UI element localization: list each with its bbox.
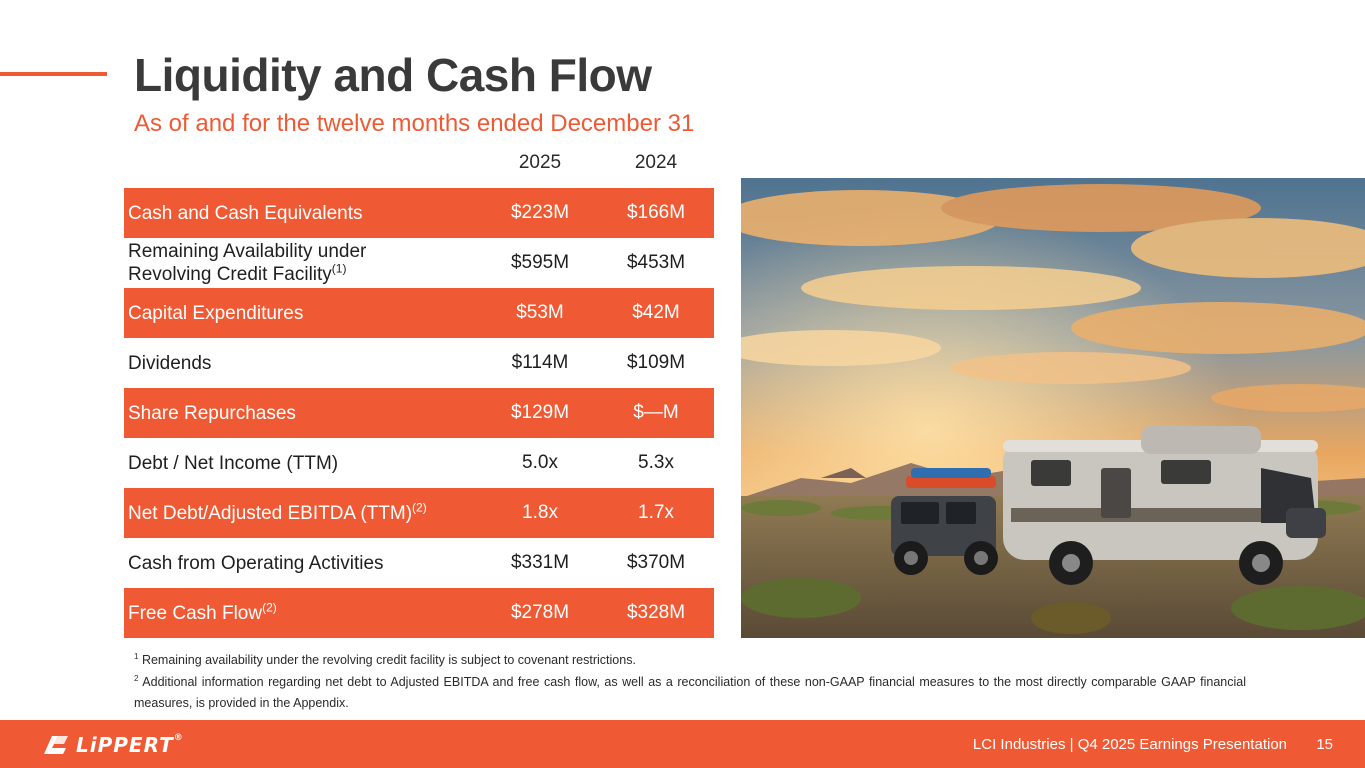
row-label-text: Net Debt/Adjusted EBITDA (TTM) [128, 502, 413, 524]
value-2024: $166M [626, 202, 686, 223]
rv-motorhome [1003, 426, 1326, 585]
value-2024: $370M [626, 552, 686, 573]
row-label: Share Repurchases [128, 402, 296, 424]
title-accent-line [0, 72, 107, 76]
footnote-2: 2 Additional information regarding net d… [134, 672, 1246, 714]
rv-desert-sunset-photo [741, 178, 1365, 638]
footnote-text: Additional information regarding net deb… [134, 675, 1246, 710]
footnote-ref: (1) [331, 261, 347, 276]
value-2024: $—M [633, 402, 679, 423]
table-row: Cash and Cash Equivalents $223M $166M [124, 188, 714, 238]
presentation-title: LCI Industries | Q4 2025 Earnings Presen… [972, 736, 1287, 753]
row-label: Dividends [128, 352, 212, 374]
value-2025: $595M [510, 252, 570, 273]
liquidity-table: Cash and Cash Equivalents $223M $166M Re… [124, 188, 714, 638]
table-row: Dividends $114M $109M [124, 338, 714, 388]
footnote-ref: (2) [262, 600, 277, 615]
row-label: Capital Expenditures [128, 302, 304, 324]
value-2024: 5.3x [638, 452, 674, 473]
table-row: Share Repurchases $129M $—M [124, 388, 714, 438]
row-label: Cash and Cash Equivalents [128, 202, 363, 224]
value-2025: $114M [511, 352, 569, 373]
row-label: Debt / Net Income (TTM) [128, 452, 339, 474]
rv-photo-illustration [741, 178, 1365, 638]
column-header-2025: 2025 [518, 152, 562, 173]
value-2024: 1.7x [638, 502, 674, 523]
column-header-2024: 2024 [634, 152, 678, 173]
row-label-line2: Revolving Credit Facility [128, 264, 332, 285]
value-2025: 5.0x [522, 452, 558, 473]
jeep-with-kayaks [891, 468, 998, 575]
value-2025: 1.8x [522, 502, 558, 523]
value-2025: $223M [510, 202, 570, 223]
table-row: Capital Expenditures $53M $42M [124, 288, 714, 338]
page-number: 15 [1316, 736, 1333, 753]
clouds [741, 184, 1365, 412]
value-2024: $109M [626, 352, 686, 373]
table-row: Remaining Availability under Revolving Cr… [124, 238, 714, 288]
value-2025: $53M [516, 302, 564, 323]
footnote-number: 1 [134, 651, 139, 661]
row-label-text: Free Cash Flow [128, 602, 263, 624]
row-label-line1: Remaining Availability under [128, 241, 367, 262]
footnote-ref: (2) [412, 500, 427, 515]
value-2024: $42M [632, 302, 680, 323]
footnote-number: 2 [134, 673, 139, 683]
row-label: Net Debt/Adjusted EBITDA (TTM)(2) [128, 500, 482, 525]
page-subtitle: As of and for the twelve months ended De… [134, 110, 695, 137]
logo-wordmark: LiPPERT® [76, 733, 184, 757]
value-2024: $453M [626, 252, 686, 273]
lippert-logo: LiPPERT® [40, 733, 184, 757]
row-label: Remaining Availability under Revolving Cr… [128, 240, 482, 286]
value-2024: $328M [626, 602, 686, 623]
page-title: Liquidity and Cash Flow [134, 49, 652, 101]
footer-bar: LiPPERT® LCI Industries | Q4 2025 Earnin… [0, 720, 1365, 768]
table-row: Net Debt/Adjusted EBITDA (TTM)(2) 1.8x 1… [124, 488, 714, 538]
logo-name: LiPPERT [76, 733, 174, 757]
footnote-text: Remaining availability under the revolvi… [141, 653, 636, 667]
row-label: Free Cash Flow(2) [128, 600, 482, 625]
table-row: Debt / Net Income (TTM) 5.0x 5.3x [124, 438, 714, 488]
value-2025: $278M [510, 602, 570, 623]
value-2025: $331M [510, 552, 570, 573]
footnote-1: 1 Remaining availability under the revol… [134, 650, 1246, 671]
lippert-logo-icon [44, 736, 68, 754]
table-row: Free Cash Flow(2) $278M $328M [124, 588, 714, 638]
logo-trademark: ® [173, 733, 184, 743]
table-row: Cash from Operating Activities $331M $37… [124, 538, 714, 588]
row-label: Cash from Operating Activities [128, 552, 384, 574]
value-2025: $129M [510, 402, 570, 423]
